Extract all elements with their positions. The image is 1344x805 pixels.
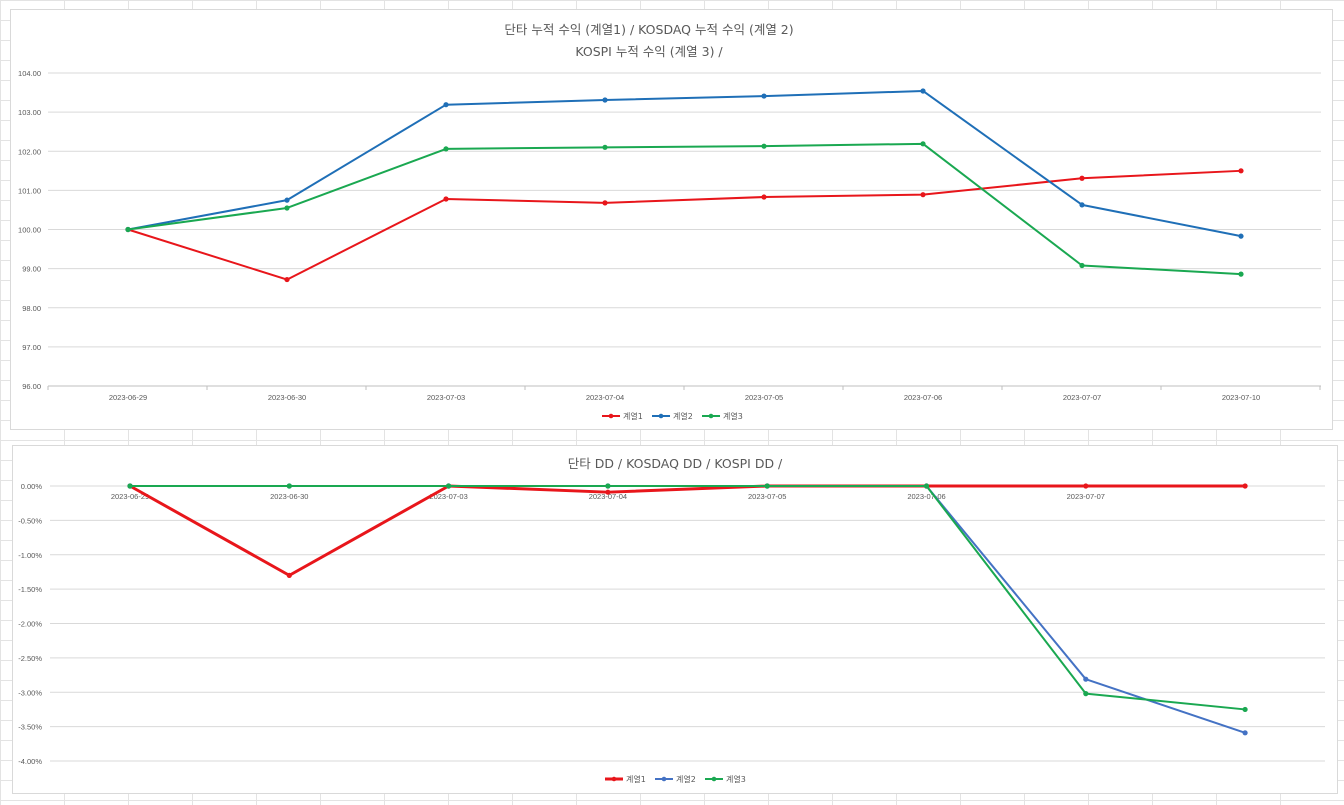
x-tick-label: 2023-07-03 [429, 492, 467, 501]
x-tick-label: 2023-07-07 [1063, 393, 1101, 402]
y-tick-label: -1.50% [18, 585, 42, 594]
x-tick-label: 2023-06-29 [111, 492, 149, 501]
x-tick-label: 2023-07-10 [1222, 393, 1260, 402]
data-point [1238, 168, 1244, 174]
series-line-계열1 [129, 484, 1246, 577]
y-tick-label: -0.50% [18, 516, 42, 525]
x-tick-label: 2023-07-05 [748, 492, 786, 501]
series-line-계열1 [127, 169, 1242, 281]
data-point [1242, 483, 1248, 489]
data-point [920, 88, 926, 94]
data-point [1079, 202, 1085, 208]
y-tick-label: 100.00 [18, 226, 41, 235]
legend-label: 계열2 [676, 774, 696, 784]
data-point [443, 146, 449, 152]
data-point [761, 93, 767, 99]
data-point [761, 194, 767, 200]
y-tick-label: 99.00 [22, 265, 41, 274]
y-tick-label: 101.00 [18, 186, 41, 195]
legend-swatch-marker [661, 776, 667, 782]
series-line-계열2 [127, 89, 1242, 238]
legend-swatch-marker [608, 413, 614, 419]
x-tick-label: 2023-06-30 [270, 492, 308, 501]
x-tick-label: 2023-07-06 [907, 492, 945, 501]
cumulative-return-plot: 단타 누적 수익 (계열1) / KOSDAQ 누적 수익 (계열 2) KOSP… [18, 22, 1321, 421]
data-point [286, 483, 292, 489]
data-point [1242, 730, 1248, 736]
data-point [602, 200, 608, 206]
data-point [1079, 175, 1085, 181]
data-point [1079, 262, 1085, 269]
data-point [443, 102, 449, 108]
data-point [764, 483, 770, 489]
data-point [605, 489, 611, 495]
data-point [1238, 233, 1244, 239]
data-point [284, 276, 290, 283]
data-point [920, 141, 926, 147]
data-point [443, 196, 449, 202]
legend-swatch-marker [711, 776, 717, 782]
chart-title-line-0: 단타 DD / KOSDAQ DD / KOSPI DD / [568, 456, 783, 471]
y-tick-label: 0.00% [21, 482, 43, 491]
chart-title-line-0: 단타 누적 수익 (계열1) / KOSDAQ 누적 수익 (계열 2) [504, 22, 793, 37]
data-point [923, 483, 930, 489]
data-point [920, 192, 926, 198]
y-tick-label: -1.00% [18, 551, 42, 560]
data-point [602, 97, 608, 103]
series-line-계열3 [130, 485, 1246, 711]
y-tick-label: 97.00 [22, 343, 41, 352]
y-tick-label: -2.00% [18, 620, 42, 629]
data-point [284, 205, 290, 211]
series-line-계열2 [130, 485, 1246, 734]
data-point [1083, 483, 1089, 489]
legend-label: 계열1 [626, 774, 646, 784]
x-tick-label: 2023-07-04 [586, 393, 624, 402]
data-point [602, 144, 608, 150]
x-tick-label: 2023-07-06 [904, 393, 942, 402]
legend-label: 계열2 [673, 411, 693, 421]
data-point [605, 483, 611, 489]
x-tick-label: 2023-07-07 [1067, 492, 1105, 501]
data-point [127, 483, 133, 489]
cumulative-return-chart[interactable]: 단타 누적 수익 (계열1) / KOSDAQ 누적 수익 (계열 2) KOSP… [10, 9, 1333, 430]
x-tick-label: 2023-06-30 [268, 393, 306, 402]
x-tick-label: 2023-07-05 [745, 393, 783, 402]
y-tick-label: -3.00% [18, 688, 42, 697]
legend-label: 계열1 [623, 411, 643, 421]
data-point [284, 197, 290, 203]
data-point [286, 572, 292, 578]
x-tick-label: 2023-07-04 [589, 492, 627, 501]
data-point [1083, 676, 1089, 682]
chart-title-line-1: KOSPI 누적 수익 (계열 3) / [575, 44, 723, 59]
y-tick-label: 104.00 [18, 69, 41, 78]
legend-label: 계열3 [723, 411, 743, 421]
y-tick-label: -4.00% [18, 757, 42, 766]
y-tick-label: -3.50% [18, 723, 42, 732]
legend-swatch-marker [708, 413, 714, 419]
data-point [761, 143, 767, 149]
legend-swatch-marker [658, 413, 664, 419]
x-tick-label: 2023-06-29 [109, 393, 147, 402]
y-tick-label: -2.50% [18, 654, 42, 663]
data-point [1238, 271, 1244, 277]
drawdown-chart[interactable]: 단타 DD / KOSDAQ DD / KOSPI DD / -4.00% -3.5… [12, 445, 1338, 794]
y-tick-label: 96.00 [22, 382, 41, 391]
legend-label: 계열3 [726, 774, 746, 784]
y-tick-label: 103.00 [18, 108, 41, 117]
drawdown-plot: 단타 DD / KOSDAQ DD / KOSPI DD / -4.00% -3.5… [18, 456, 1325, 784]
data-point [446, 483, 452, 489]
series-line-계열3 [127, 142, 1242, 276]
legend-swatch-marker [611, 776, 617, 782]
y-tick-label: 102.00 [18, 147, 41, 156]
data-point [1242, 706, 1248, 713]
data-point [125, 226, 131, 233]
y-tick-label: 98.00 [22, 304, 41, 313]
x-tick-label: 2023-07-03 [427, 393, 465, 402]
data-point [1083, 691, 1089, 697]
